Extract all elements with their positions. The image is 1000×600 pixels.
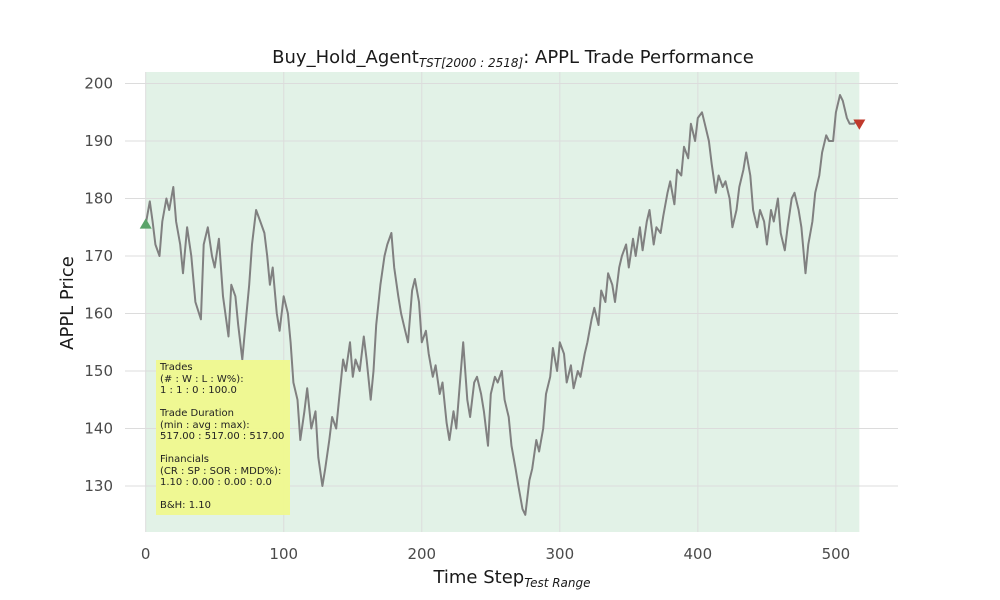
x-tick-label: 300 bbox=[545, 545, 574, 563]
buy-marker bbox=[139, 218, 152, 229]
x-tick-label: 0 bbox=[141, 545, 151, 563]
marker-layer bbox=[139, 119, 866, 229]
stats-line: 517.00 : 517.00 : 517.00 bbox=[160, 431, 285, 442]
stats-line bbox=[160, 397, 290, 409]
x-tick-label: 400 bbox=[684, 545, 713, 563]
price-line bbox=[144, 94, 861, 516]
x-tick-label: 200 bbox=[407, 545, 436, 563]
sell-marker bbox=[853, 119, 866, 130]
x-tick-label: 500 bbox=[822, 545, 851, 563]
y-tick-label: 130 bbox=[84, 477, 113, 495]
y-tick-label: 170 bbox=[84, 247, 113, 265]
title-subscript: TST[2000 : 2518] bbox=[419, 56, 524, 70]
y-tick-label: 180 bbox=[84, 190, 113, 208]
x-tick-labels: 0 100 200 300 400 500 bbox=[141, 545, 850, 563]
stats-line: 1.10 : 0.00 : 0.00 : 0.0 bbox=[160, 477, 272, 488]
y-tick-label: 160 bbox=[84, 305, 113, 323]
stats-line: B&H: 1.10 bbox=[160, 500, 211, 511]
stats-line: (min : avg : max): bbox=[160, 419, 250, 431]
stats-line: 1 : 1 : 0 : 100.0 bbox=[160, 385, 237, 396]
stats-line: (CR : SP : SOR : MDD%): bbox=[160, 465, 282, 477]
y-tick-labels: 130 140 150 160 170 180 190 200 bbox=[84, 75, 113, 496]
stats-box: Trades (# : W : L : W%): 1 : 1 : 0 : 100… bbox=[156, 360, 290, 515]
stats-line: Financials bbox=[160, 454, 209, 465]
x-tick-label: 100 bbox=[269, 545, 298, 563]
stats-line bbox=[160, 443, 290, 455]
y-tick-label: 200 bbox=[84, 75, 113, 93]
y-tick-label: 140 bbox=[84, 420, 113, 438]
chart-title: Buy_Hold_AgentTST[2000 : 2518]: APPL Tra… bbox=[272, 47, 754, 70]
y-tick-label: 190 bbox=[84, 132, 113, 150]
stats-line: Trade Duration bbox=[160, 408, 234, 419]
x-axis-label: Time StepTest Range bbox=[432, 567, 590, 590]
stats-line bbox=[160, 489, 290, 501]
x-axis-label-main: Time Step bbox=[432, 567, 524, 588]
x-axis-label-subscript: Test Range bbox=[524, 576, 590, 590]
y-tick-label: 150 bbox=[84, 362, 113, 380]
stats-line: (# : W : L : W%): bbox=[160, 373, 244, 385]
stats-line: Trades bbox=[160, 362, 193, 373]
y-axis-label: APPL Price bbox=[57, 256, 78, 350]
title-main: Buy_Hold_Agent bbox=[272, 47, 419, 68]
series-layer bbox=[144, 94, 861, 516]
title-tail: : APPL Trade Performance bbox=[523, 47, 754, 68]
